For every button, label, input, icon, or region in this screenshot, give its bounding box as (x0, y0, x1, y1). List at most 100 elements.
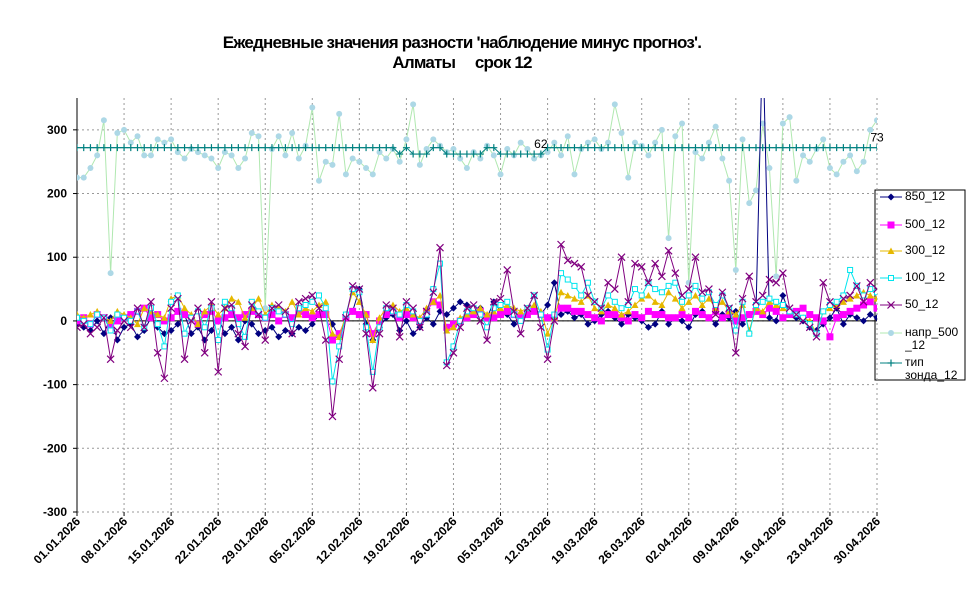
marker (705, 144, 713, 152)
marker (100, 330, 108, 338)
marker (463, 314, 471, 322)
marker (195, 149, 202, 156)
marker (638, 292, 645, 299)
marker (604, 301, 612, 308)
marker (456, 150, 464, 158)
marker (376, 317, 384, 325)
marker (181, 304, 189, 312)
marker (429, 298, 437, 305)
marker (812, 314, 820, 322)
marker (275, 333, 283, 341)
marker (793, 177, 800, 184)
marker (651, 144, 659, 152)
marker (503, 307, 511, 315)
marker (134, 320, 142, 328)
marker (221, 149, 228, 156)
marker (651, 259, 660, 268)
marker (402, 297, 411, 306)
marker (214, 144, 222, 152)
marker (194, 304, 202, 313)
marker (235, 165, 242, 172)
marker (887, 247, 895, 254)
marker (726, 177, 733, 184)
marker (315, 304, 323, 313)
marker (214, 367, 223, 376)
marker (395, 332, 404, 341)
marker (369, 144, 377, 152)
marker (429, 320, 437, 328)
marker (141, 152, 148, 159)
marker (610, 285, 619, 294)
marker (597, 144, 605, 152)
marker (584, 144, 592, 152)
marker (396, 311, 403, 318)
marker (301, 294, 310, 303)
marker (699, 155, 706, 162)
marker (369, 336, 377, 344)
marker (342, 144, 350, 152)
marker (699, 295, 706, 302)
marker (819, 278, 828, 287)
marker (577, 144, 585, 152)
chart-title: Ежедневные значения разности 'наблюдение… (223, 33, 701, 52)
marker (866, 311, 874, 319)
marker (786, 144, 794, 152)
marker (362, 329, 371, 338)
marker (262, 314, 269, 321)
marker (86, 311, 94, 318)
marker (168, 298, 175, 305)
marker (543, 355, 552, 364)
marker (665, 320, 673, 328)
marker (887, 359, 895, 367)
marker (275, 308, 282, 315)
marker (544, 330, 552, 337)
marker (644, 291, 652, 299)
marker (114, 130, 121, 137)
marker (113, 317, 121, 325)
marker (644, 278, 653, 287)
marker (120, 144, 128, 152)
marker (362, 144, 370, 152)
marker (409, 150, 417, 158)
marker (87, 321, 94, 328)
marker (288, 144, 296, 152)
marker (77, 323, 81, 332)
marker (557, 311, 565, 319)
marker (833, 298, 840, 305)
marker (363, 165, 370, 172)
marker (308, 291, 317, 300)
marker (887, 301, 895, 309)
marker (544, 144, 552, 152)
marker (87, 165, 94, 172)
marker (563, 256, 572, 265)
marker (705, 139, 712, 146)
legend-label: 300_12 (905, 244, 946, 257)
marker (792, 310, 801, 319)
marker (530, 301, 538, 308)
legend-label: 100_12 (905, 271, 946, 284)
marker (517, 317, 524, 324)
marker (248, 307, 256, 315)
marker (826, 165, 833, 172)
marker (423, 145, 430, 152)
x-tick-label: 15.01.2026 (125, 514, 178, 567)
marker (329, 161, 336, 168)
marker (140, 144, 148, 152)
marker (765, 144, 773, 152)
marker (671, 269, 680, 278)
marker (281, 144, 289, 152)
marker (107, 144, 115, 152)
marker (322, 298, 330, 305)
marker (631, 286, 638, 293)
marker (86, 329, 95, 338)
x-tick-label: 26.03.2026 (595, 514, 648, 567)
marker (234, 336, 242, 344)
marker (651, 311, 659, 319)
marker (510, 307, 518, 316)
marker (194, 320, 202, 328)
marker (336, 110, 343, 117)
marker (160, 314, 168, 321)
marker (207, 326, 215, 334)
marker (597, 304, 606, 313)
